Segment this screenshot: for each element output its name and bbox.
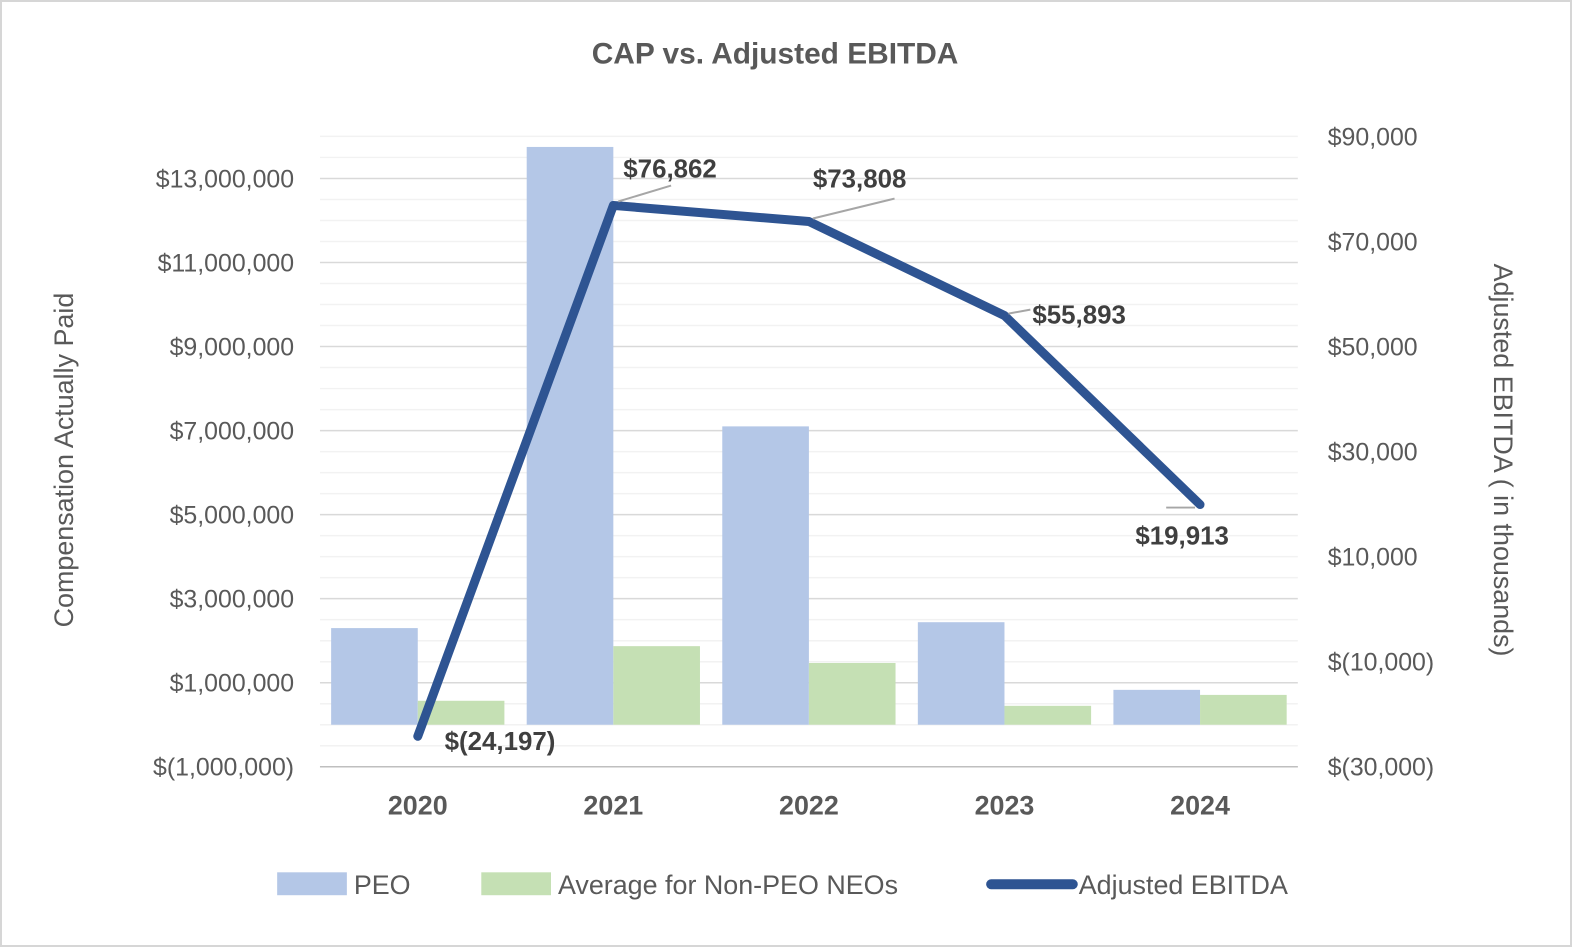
right-axis-tick-labels: $90,000 $70,000 $50,000 $30,000 $10,000 $(10,… (1328, 123, 1434, 781)
legend-label-adjusted-ebitda: Adjusted EBITDA (1079, 870, 1288, 900)
bar-peo-2022 (722, 426, 809, 725)
left-axis-tick-label: $11,000,000 (158, 249, 294, 277)
bar-peo-2020 (331, 628, 418, 725)
bar-non-peo-neos-2020 (417, 700, 505, 725)
bar-peo-2023 (917, 622, 1005, 725)
left-axis-tick-label: $(1,000,000) (153, 754, 294, 782)
adjusted-ebitda-line (413, 200, 1205, 741)
gridlines (319, 135, 1298, 768)
data-label-2024: $19,913 (1135, 522, 1229, 550)
data-label-leader (618, 184, 672, 203)
data-label-2021: $76,862 (623, 156, 717, 184)
left-axis-tick-label: $7,000,000 (170, 418, 294, 446)
bar-non-peo-neos-2023 (1004, 705, 1092, 725)
legend: PEO Average for Non-PEO NEOs Adjusted EB… (277, 870, 1288, 900)
bar-series (331, 146, 1287, 725)
x-axis-label-2022: 2022 (779, 791, 839, 821)
line-data-labels: $(24,197) $76,862 $73,808 $55,893 $19,913 (445, 156, 1229, 757)
bar-non-peo-neos-2022 (808, 662, 896, 725)
left-axis-tick-label: $9,000,000 (170, 334, 294, 362)
right-axis-tick-label: $(30,000) (1328, 754, 1434, 782)
x-axis-label-2020: 2020 (388, 791, 448, 821)
data-label-2023: $55,893 (1032, 302, 1126, 330)
legend-swatch-peo (277, 872, 347, 896)
x-axis-label-2024: 2024 (1170, 791, 1230, 821)
data-label-2022: $73,808 (813, 166, 907, 194)
right-axis-tick-label: $10,000 (1328, 544, 1418, 572)
bar-non-peo-neos-2021 (613, 646, 700, 725)
right-axis-tick-label: $70,000 (1328, 228, 1418, 256)
right-axis-tick-label: $50,000 (1328, 334, 1418, 362)
left-axis-tick-label: $5,000,000 (170, 502, 294, 530)
right-axis-tick-label: $(10,000) (1328, 649, 1434, 677)
right-axis-tick-label: $90,000 (1328, 123, 1418, 151)
left-axis-tick-label: $1,000,000 (170, 670, 294, 698)
data-label-leader (1008, 308, 1031, 315)
right-axis-title: Adjusted EBITDA ( in thousands) (1488, 264, 1518, 657)
x-axis-labels: 2020 2021 2022 2023 2024 (388, 791, 1230, 821)
right-axis-tick-label: $30,000 (1328, 439, 1418, 467)
left-axis-title: Compensation Actually Paid (49, 293, 79, 628)
x-axis-label-2023: 2023 (975, 791, 1035, 821)
data-label-leader (812, 197, 895, 220)
left-axis-tick-label: $3,000,000 (170, 586, 294, 614)
left-axis-tick-label: $13,000,000 (156, 165, 294, 193)
legend-label-non-peo-neos: Average for Non-PEO NEOs (558, 870, 898, 900)
line-series (413, 200, 1205, 741)
legend-label-peo: PEO (354, 870, 411, 900)
bar-peo-2024 (1113, 689, 1201, 725)
data-label-2020: $(24,197) (445, 728, 556, 756)
x-axis-label-2021: 2021 (583, 791, 643, 821)
chart-title: CAP vs. Adjusted EBITDA (592, 38, 959, 71)
left-axis-tick-labels: $13,000,000 $11,000,000 $9,000,000 $7,000,0… (153, 165, 294, 781)
legend-swatch-non-peo-neos (481, 872, 551, 896)
bar-non-peo-neos-2024 (1200, 694, 1287, 725)
